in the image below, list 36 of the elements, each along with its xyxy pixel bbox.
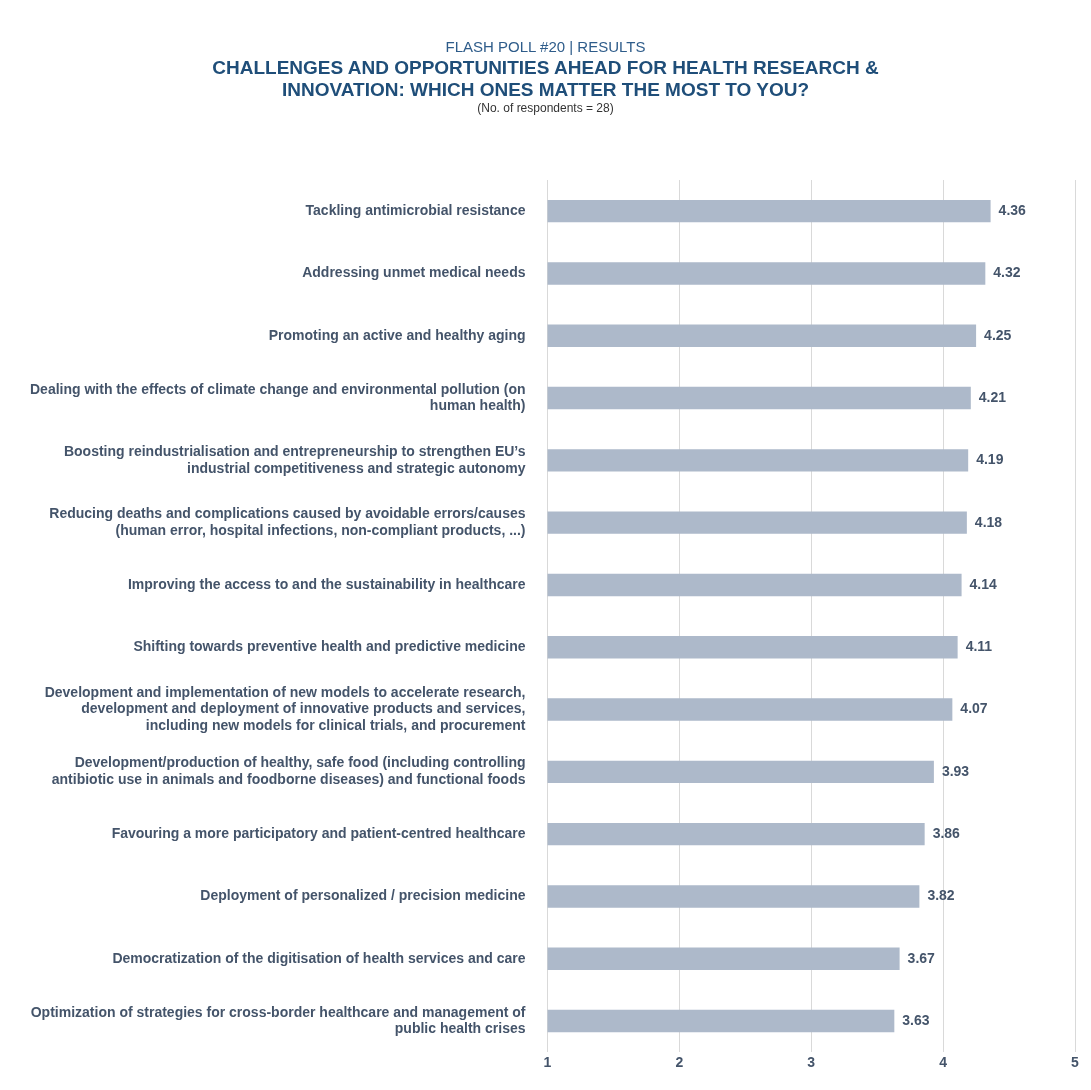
data-label: 4.36 [998, 202, 1027, 219]
data-label: 4.14 [969, 575, 998, 592]
data-label: 4.07 [960, 700, 988, 717]
data-label: 4.25 [984, 326, 1012, 343]
data-label: 4.18 [974, 513, 1003, 530]
text: (No. of respondents = 28) [476, 101, 615, 115]
x-tick-label: 3 [807, 1054, 816, 1071]
y-tick-label: Democratization of the digitisation of health services and care [112, 949, 526, 966]
y-tick-label: Reducing deaths and complications caused by avoidable errors/causes (human error, hospital infections, non-compliant products, ...) [49, 505, 526, 538]
x-tick-label: 4 [939, 1054, 948, 1071]
y-tick-label: Promoting an active and healthy aging [268, 326, 526, 343]
data-label: 4.21 [978, 388, 1007, 405]
y-tick-label: Dealing with the effects of climate change and environmental pollution (on human health) [30, 380, 526, 414]
y-tick-label: Tackling antimicrobial resistance [305, 202, 526, 219]
y-tick-label: Addressing unmet medical needs [302, 264, 526, 281]
data-label: 3.63 [902, 1011, 930, 1028]
x-tick-label: 5 [1071, 1054, 1080, 1071]
y-tick-label: Favouring a more participatory and patient-centred healthcare [111, 825, 526, 842]
data-label: 4.32 [993, 264, 1021, 281]
data-label: 3.93 [941, 762, 970, 779]
chart-subtitle: FLASH POLL #20 | RESULTS [444, 38, 647, 55]
y-tick-label: Development and implementation of new models to accelerate research, development and deployment of innovative products and services, including new models for clinical trials, and procurement [44, 683, 526, 734]
data-label: 3.86 [932, 825, 961, 842]
x-tick-label: 1 [543, 1054, 552, 1071]
y-tick-label: Shifting towards preventive health and predictive medicine [133, 638, 526, 655]
data-label: 3.82 [927, 887, 955, 904]
data-label: 4.11 [965, 638, 993, 655]
data-label: 3.67 [907, 949, 936, 966]
data-label: 4.19 [976, 451, 1004, 468]
x-tick-label: 2 [675, 1054, 684, 1071]
y-tick-label: Development/production of healthy, safe food (including controlling antibiotic use in animals and foodborne diseases) and functional foods [51, 754, 526, 788]
y-tick-label: Boosting reindustrialisation and entrepreneurship to strengthen EU’s industrial competitiveness and strategic autonomy [63, 442, 526, 476]
chart-title: CHALLENGES AND OPPORTUNITIES AHEAD FOR HEALTH RESEARCH & INNOVATION: WHICH ONES MATTER THE MOST TO YOU? [211, 57, 880, 101]
y-tick-label: Optimization of strategies for cross-border healthcare and management of public health crises [30, 1003, 526, 1037]
y-tick-label: Deployment of personalized / precision medicine [200, 887, 526, 904]
y-tick-label: Improving the access to and the sustainability in healthcare [127, 575, 526, 592]
